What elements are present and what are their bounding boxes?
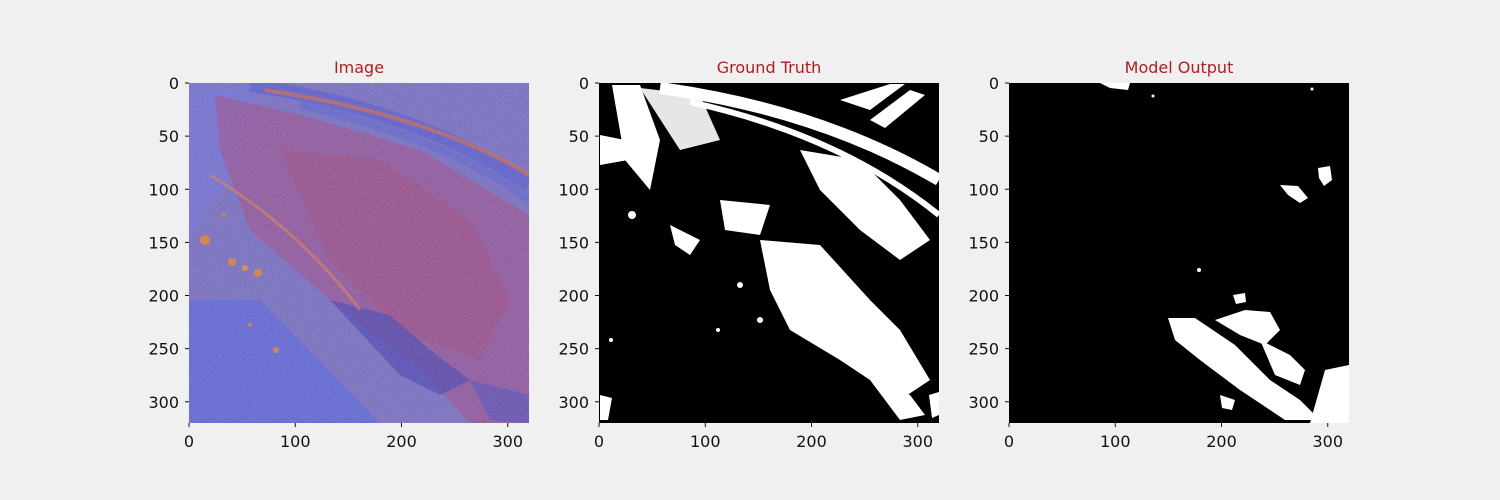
ground-truth-mask bbox=[599, 83, 939, 423]
y-tick-label: 150 bbox=[148, 233, 179, 252]
panel-title-model-output: Model Output bbox=[1125, 58, 1234, 77]
y-tick-label: 0 bbox=[169, 74, 179, 93]
panel-ground-truth: Ground Truth bbox=[599, 58, 939, 423]
y-tick-label: 0 bbox=[579, 74, 589, 93]
x-tick-label: 0 bbox=[1004, 432, 1014, 451]
x-tick-label: 100 bbox=[690, 432, 721, 451]
x-tick-label: 0 bbox=[594, 432, 604, 451]
y-tick-label: 100 bbox=[558, 180, 589, 199]
x-tick-label: 100 bbox=[1100, 432, 1131, 451]
y-tick-label: 150 bbox=[558, 233, 589, 252]
x-tick-label: 200 bbox=[1206, 432, 1237, 451]
y-tick-label: 100 bbox=[148, 180, 179, 199]
x-tick-label: 200 bbox=[386, 432, 417, 451]
panel-image: Image bbox=[189, 58, 529, 423]
x-tick-label: 200 bbox=[796, 432, 827, 451]
panel-title-image: Image bbox=[334, 58, 384, 77]
y-tick-label: 300 bbox=[968, 393, 999, 412]
y-tick-label: 300 bbox=[558, 393, 589, 412]
model-output-mask bbox=[1009, 83, 1349, 423]
panel-title-ground-truth: Ground Truth bbox=[717, 58, 822, 77]
y-tick-label: 50 bbox=[159, 127, 179, 146]
y-tick-label: 200 bbox=[558, 287, 589, 306]
y-tick-label: 100 bbox=[968, 180, 999, 199]
y-tick-label: 250 bbox=[148, 340, 179, 359]
x-tick-label: 300 bbox=[902, 432, 933, 451]
y-tick-label: 250 bbox=[968, 340, 999, 359]
y-tick-label: 200 bbox=[968, 287, 999, 306]
y-tick-label: 300 bbox=[148, 393, 179, 412]
y-tick-label: 50 bbox=[569, 127, 589, 146]
image-raster bbox=[189, 83, 529, 423]
y-tick-label: 200 bbox=[148, 287, 179, 306]
y-tick-label: 0 bbox=[989, 74, 999, 93]
y-tick-label: 150 bbox=[968, 233, 999, 252]
panel-model-output: Model Output bbox=[1009, 58, 1349, 423]
x-tick-label: 300 bbox=[1312, 432, 1343, 451]
x-tick-label: 300 bbox=[492, 432, 523, 451]
tick-layer: 0 100 200 300 0 50 100 150 200 250 300 0 100 200 300 0 5… bbox=[148, 74, 1343, 451]
x-tick-label: 100 bbox=[280, 432, 311, 451]
y-tick-label: 250 bbox=[558, 340, 589, 359]
x-tick-label: 0 bbox=[184, 432, 194, 451]
y-tick-label: 50 bbox=[979, 127, 999, 146]
